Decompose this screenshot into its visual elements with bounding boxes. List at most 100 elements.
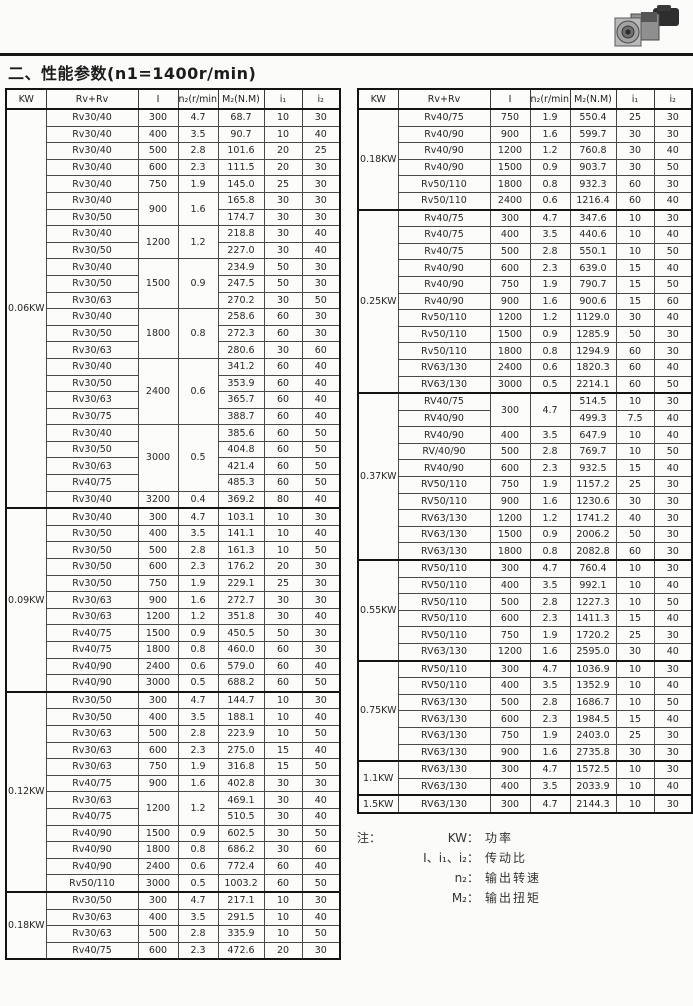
i1-cell: 30 — [263, 225, 303, 243]
table-row: Rv30/50 272.3 60 30 — [6, 324, 341, 343]
i1-cell: 10 — [615, 659, 655, 679]
speed-cell: 2.8 — [177, 541, 219, 560]
i2-cell: 50 — [301, 758, 341, 776]
ratio-cell: 3000 — [489, 375, 531, 394]
table-row: RV50/110 400 3.5 992.1 10 40 — [358, 576, 693, 595]
torque-cell: 1294.9 — [569, 342, 617, 360]
i1-cell: 10 — [615, 226, 655, 244]
ratio-cell: 1800 — [137, 841, 179, 859]
speed-cell: 0.8 — [529, 342, 571, 360]
i1-cell: 20 — [263, 158, 303, 177]
ratio-cell: 600 — [137, 741, 179, 760]
i2-cell: 30 — [301, 175, 341, 193]
i1-cell: 15 — [615, 710, 655, 728]
i2-cell: 30 — [653, 342, 693, 360]
table-row: Rv50/110 1800 0.8 932.3 60 30 — [358, 175, 693, 193]
i2-cell: 40 — [301, 741, 341, 760]
i1-cell: 15 — [615, 259, 655, 277]
speed-cell: 4.7 — [529, 760, 571, 779]
ratio-cell: 3200 — [137, 490, 179, 509]
model-cell: Rv30/40 — [45, 258, 139, 276]
table-row: 0.55KW RV50/110 300 4.7 760.4 10 30 — [357, 559, 693, 662]
table-row: Rv40/90 3000 0.5 688.2 60 50 — [6, 674, 341, 693]
torque-cell: 1352.9 — [569, 677, 617, 695]
speed-cell: 1.2 — [529, 509, 571, 527]
torque-cell: 275.0 — [217, 741, 265, 760]
model-cell: Rv30/40 — [45, 125, 139, 144]
i2-cell: 30 — [653, 659, 693, 679]
speed-cell: 3.5 — [529, 226, 571, 244]
i2-cell: 30 — [653, 559, 693, 578]
note-row: 注： KW： 功率 — [357, 828, 691, 848]
ratio-cell: 300 — [137, 690, 179, 710]
model-cell: RV63/130 — [397, 760, 491, 779]
i1-cell: 10 — [263, 541, 303, 560]
ratio-cell: 900 — [489, 125, 531, 144]
i2-cell: 50 — [301, 291, 341, 310]
i1-cell: 60 — [615, 358, 655, 377]
table-row: RV63/130 1200 1.6 2595.0 30 40 — [358, 642, 693, 662]
i2-cell: 50 — [653, 275, 693, 294]
model-cell: Rv50/110 — [397, 325, 491, 344]
model-cell: Rv40/75 — [45, 474, 139, 492]
i2-cell: 30 — [301, 690, 341, 710]
table-row: Rv30/63 1200 1.2 469.1 30 40 — [6, 791, 341, 826]
speed-cell: 3.5 — [177, 908, 219, 927]
table-row: Rv40/75 1800 0.8 460.0 60 30 — [6, 641, 341, 659]
i1-cell: 60 — [263, 308, 303, 326]
torque-cell: 686.2 — [217, 841, 265, 859]
i1-cell: 10 — [615, 760, 655, 779]
speed-cell: 1.2 — [177, 225, 219, 260]
speed-cell: 1.6 — [529, 642, 571, 662]
i2-cell: 50 — [301, 457, 341, 476]
model-cell: Rv30/50 — [45, 440, 139, 459]
ratio-cell: 400 — [137, 524, 179, 543]
model-cell: Rv40/75 — [45, 641, 139, 659]
page-title: 二、性能参数(n1=1400r/min) — [8, 64, 257, 83]
i2-cell: 30 — [653, 743, 693, 762]
model-cell: RV50/110 — [397, 559, 491, 578]
speed-cell: 2.3 — [177, 158, 219, 177]
i2-cell: 50 — [301, 824, 341, 843]
i2-cell: 40 — [301, 407, 341, 426]
speed-cell: 1.9 — [177, 758, 219, 776]
i2-cell: 50 — [653, 442, 693, 461]
ratio-cell: 500 — [137, 925, 179, 943]
ratio-cell: 500 — [489, 442, 531, 461]
i2-cell: 50 — [653, 593, 693, 611]
ratio-cell: 1800 — [137, 641, 179, 659]
table-row: Rv40/75 1500 0.9 450.5 50 30 — [6, 624, 341, 642]
model-cell: Rv50/110 — [397, 191, 491, 211]
i1-cell: 30 — [615, 492, 655, 511]
i1-cell: 30 — [615, 125, 655, 144]
speed-cell: 1.6 — [529, 492, 571, 511]
i1-cell: 30 — [263, 591, 303, 609]
ratio-cell: 300 — [137, 890, 179, 910]
i2-cell: 40 — [653, 226, 693, 244]
model-cell: Rv30/63 — [45, 791, 139, 809]
header-rule — [0, 53, 693, 56]
model-cell: Rv30/63 — [45, 758, 139, 776]
ratio-cell: 900 — [489, 743, 531, 762]
i2-cell: 40 — [301, 524, 341, 543]
i1-cell: 30 — [263, 791, 303, 809]
speed-cell: 0.6 — [177, 857, 219, 876]
col-header-i2: i₂ — [653, 88, 693, 110]
ratio-cell: 1500 — [489, 525, 531, 544]
model-cell: Rv40/90 — [397, 259, 491, 277]
torque-cell: 229.1 — [217, 574, 265, 593]
i2-cell: 40 — [301, 807, 341, 826]
torque-cell: 291.5 — [217, 908, 265, 927]
table-row: Rv30/50 400 3.5 141.1 10 40 — [6, 524, 341, 543]
speed-cell: 2.8 — [529, 442, 571, 461]
model-cell: Rv30/63 — [45, 925, 139, 943]
torque-cell: 1157.2 — [569, 476, 617, 494]
i2-cell: 50 — [301, 424, 341, 442]
col-header-model: Rv+Rv — [397, 88, 491, 110]
header-row: KW Rv+Rv I n₂(r/min) M₂(N.M) i₁ i₂ — [357, 88, 693, 110]
speed-cell: 0.9 — [529, 325, 571, 344]
i2-cell: 40 — [653, 576, 693, 595]
table-row: RV/40/90 500 2.8 769.7 10 50 — [358, 442, 693, 461]
kw-group-label: 1.1KW — [357, 760, 399, 796]
torque-cell: 404.8 — [217, 440, 265, 459]
